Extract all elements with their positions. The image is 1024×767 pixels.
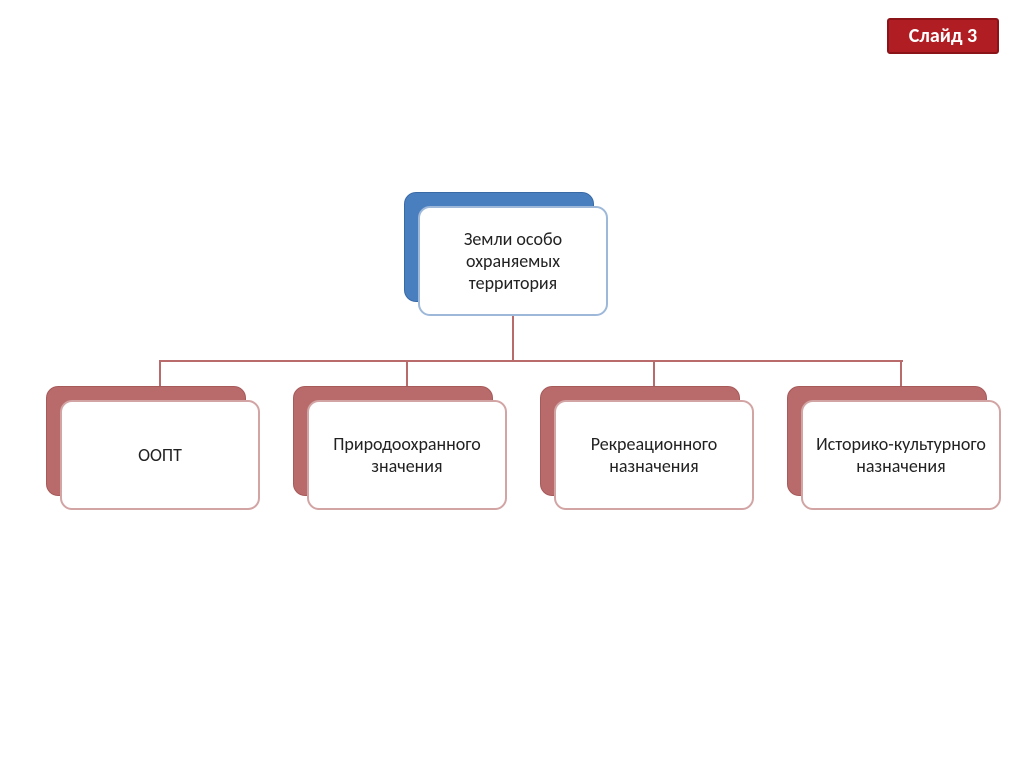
root-node: Земли особо охраняемых территория <box>418 206 608 316</box>
child-node-label: Рекреационного назначения <box>564 433 744 477</box>
child-node-0: ООПТ <box>60 400 260 510</box>
child-node-label: Природоохранного значения <box>317 433 497 477</box>
child-node-label: ООПТ <box>138 444 182 466</box>
slide-number-label: Слайд 3 <box>909 24 977 48</box>
child-node-2: Рекреационного назначения <box>554 400 754 510</box>
child-node-front: Природоохранного значения <box>307 400 507 510</box>
connector-line <box>406 360 408 386</box>
connector-line <box>160 360 903 362</box>
connector-line <box>512 316 514 362</box>
child-node-1: Природоохранного значения <box>307 400 507 510</box>
root-node-label: Земли особо охраняемых территория <box>428 228 598 294</box>
child-node-front: ООПТ <box>60 400 260 510</box>
connector-line <box>653 360 655 386</box>
slide-number-badge: Слайд 3 <box>887 18 999 54</box>
child-node-front: Историко-культурного назначения <box>801 400 1001 510</box>
child-node-front: Рекреационного назначения <box>554 400 754 510</box>
connector-line <box>159 360 161 386</box>
child-node-label: Историко-культурного назначения <box>811 433 991 477</box>
root-node-front: Земли особо охраняемых территория <box>418 206 608 316</box>
connector-line <box>900 360 902 386</box>
child-node-3: Историко-культурного назначения <box>801 400 1001 510</box>
